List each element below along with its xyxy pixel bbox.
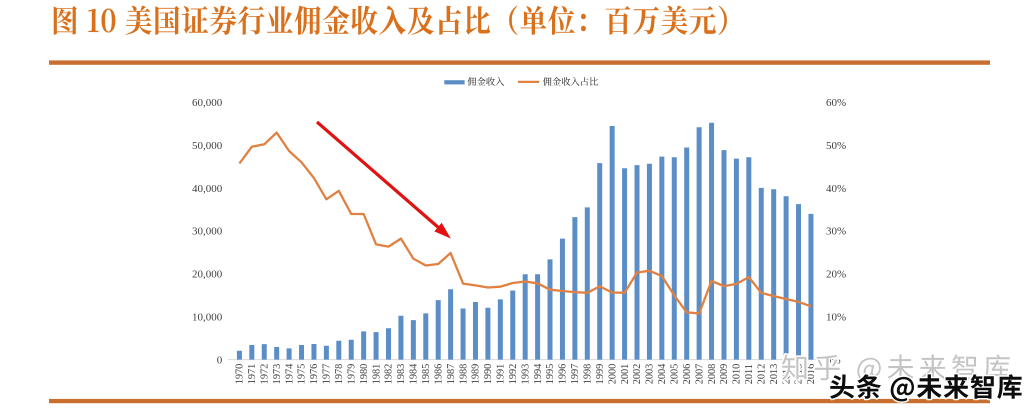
- svg-text:10,000: 10,000: [192, 312, 223, 324]
- svg-text:1994: 1994: [533, 364, 544, 385]
- svg-text:1979: 1979: [346, 364, 357, 385]
- svg-text:1977: 1977: [322, 364, 333, 385]
- svg-text:1990: 1990: [483, 364, 494, 385]
- svg-text:2004: 2004: [657, 364, 668, 385]
- svg-text:1989: 1989: [471, 364, 482, 385]
- svg-text:1973: 1973: [272, 364, 283, 385]
- svg-text:60%: 60%: [826, 97, 846, 109]
- svg-text:1984: 1984: [409, 364, 420, 385]
- svg-text:1986: 1986: [433, 364, 444, 385]
- svg-text:1996: 1996: [558, 364, 569, 385]
- svg-text:1974: 1974: [284, 364, 295, 385]
- svg-text:1972: 1972: [259, 364, 270, 385]
- svg-text:2009: 2009: [719, 364, 730, 385]
- svg-text:0: 0: [217, 354, 223, 366]
- svg-text:2003: 2003: [645, 364, 656, 385]
- svg-text:20,000: 20,000: [192, 269, 223, 281]
- svg-text:60,000: 60,000: [192, 97, 223, 109]
- svg-text:1997: 1997: [570, 364, 581, 385]
- svg-text:2006: 2006: [682, 364, 693, 385]
- svg-text:2010: 2010: [732, 364, 743, 385]
- svg-text:1999: 1999: [595, 364, 606, 385]
- svg-text:1982: 1982: [384, 364, 395, 385]
- svg-text:2001: 2001: [620, 364, 631, 385]
- svg-text:1971: 1971: [247, 364, 258, 385]
- svg-text:1988: 1988: [458, 364, 469, 385]
- svg-text:1992: 1992: [508, 364, 519, 385]
- svg-text:50%: 50%: [826, 140, 846, 152]
- svg-text:1976: 1976: [309, 364, 320, 385]
- svg-text:2013: 2013: [769, 364, 780, 385]
- svg-text:30%: 30%: [826, 226, 846, 238]
- svg-text:2016: 2016: [806, 364, 817, 385]
- svg-text:1975: 1975: [297, 364, 308, 385]
- svg-text:2007: 2007: [694, 364, 705, 385]
- svg-text:2011: 2011: [744, 364, 755, 384]
- svg-text:2002: 2002: [632, 364, 643, 385]
- svg-text:1985: 1985: [421, 364, 432, 385]
- svg-text:2005: 2005: [670, 364, 681, 385]
- svg-text:1983: 1983: [396, 364, 407, 385]
- svg-text:1978: 1978: [334, 364, 345, 385]
- svg-text:50,000: 50,000: [192, 140, 223, 152]
- svg-text:1970: 1970: [235, 364, 246, 385]
- svg-text:40,000: 40,000: [192, 183, 223, 195]
- svg-text:2008: 2008: [707, 364, 718, 385]
- svg-text:2000: 2000: [607, 364, 618, 385]
- svg-text:2012: 2012: [756, 364, 767, 385]
- svg-text:10%: 10%: [826, 312, 846, 324]
- svg-text:1991: 1991: [496, 364, 507, 385]
- svg-text:40%: 40%: [826, 183, 846, 195]
- svg-text:1981: 1981: [371, 364, 382, 385]
- svg-text:1987: 1987: [446, 364, 457, 385]
- svg-text:1993: 1993: [520, 364, 531, 385]
- svg-text:1980: 1980: [359, 364, 370, 385]
- svg-text:1998: 1998: [583, 364, 594, 385]
- svg-text:30,000: 30,000: [192, 226, 223, 238]
- svg-text:20%: 20%: [826, 269, 846, 281]
- svg-text:1995: 1995: [545, 364, 556, 385]
